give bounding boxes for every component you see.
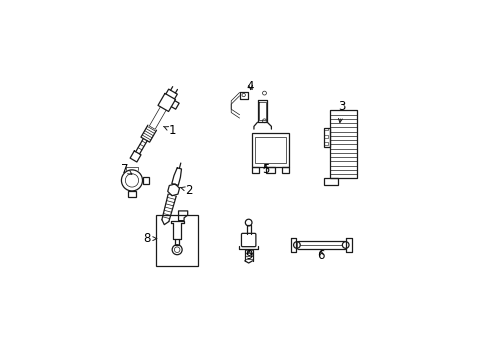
Bar: [329, 111, 357, 178]
Bar: [251, 133, 289, 167]
Bar: [255, 136, 285, 163]
Bar: [266, 167, 274, 173]
Bar: [251, 167, 258, 173]
Text: 7: 7: [121, 163, 132, 176]
Bar: [142, 177, 148, 184]
Bar: [324, 142, 327, 145]
Bar: [127, 191, 136, 197]
Bar: [323, 128, 329, 147]
Bar: [324, 127, 327, 130]
Text: 1: 1: [163, 124, 176, 137]
Text: 9: 9: [245, 249, 252, 262]
Bar: [324, 135, 327, 138]
Bar: [282, 167, 289, 173]
Text: 6: 6: [317, 249, 325, 262]
Text: 8: 8: [142, 232, 156, 245]
Text: 5: 5: [262, 163, 269, 176]
Bar: [156, 215, 198, 266]
Text: 4: 4: [246, 80, 254, 93]
Bar: [323, 178, 337, 185]
Text: 2: 2: [180, 184, 193, 197]
Text: 3: 3: [338, 100, 345, 122]
